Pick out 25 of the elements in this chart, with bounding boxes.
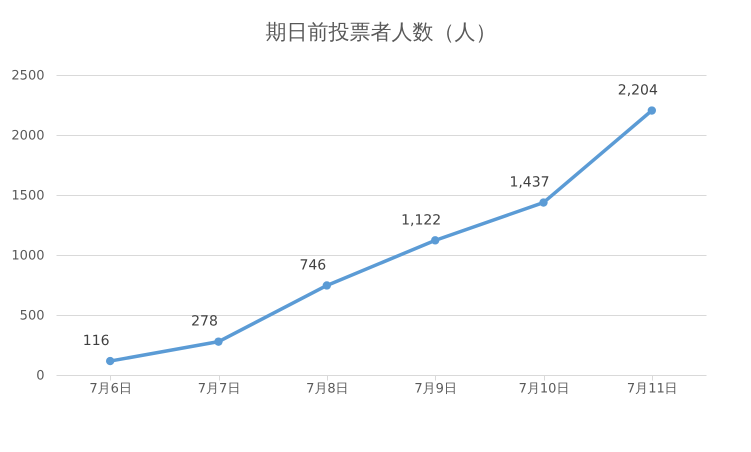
x-tick-label: 7月11日 — [626, 382, 678, 396]
chart-title: 期日前投票者人数（人） — [266, 20, 496, 44]
data-label: 278 — [191, 314, 218, 330]
data-label: 116 — [82, 333, 110, 350]
point — [214, 337, 223, 346]
x-tick-label: 7月10日 — [518, 382, 570, 396]
point — [430, 236, 440, 245]
data-label: 1,122 — [401, 212, 442, 228]
y-tick-label: 1000 — [11, 248, 44, 264]
y-tick-label: 500 — [20, 308, 44, 324]
point — [322, 281, 332, 290]
y-tick-label: 2000 — [11, 128, 44, 144]
data-label: 746 — [299, 257, 326, 274]
data-label: 1,437 — [509, 174, 550, 191]
x-tick-label: 7月8日 — [306, 382, 349, 396]
x-tick-label: 7月6日 — [89, 382, 132, 396]
point — [648, 106, 656, 115]
y-tick-label: 1500 — [11, 188, 44, 204]
point — [539, 198, 548, 207]
x-tick-label: 7月7日 — [198, 382, 240, 396]
point — [106, 356, 114, 366]
data-label: 2,204 — [618, 82, 658, 99]
x-tick-label: 7月9日 — [414, 382, 457, 396]
y-tick-label: 2500 — [11, 68, 44, 84]
y-tick-label: 0 — [36, 368, 44, 384]
